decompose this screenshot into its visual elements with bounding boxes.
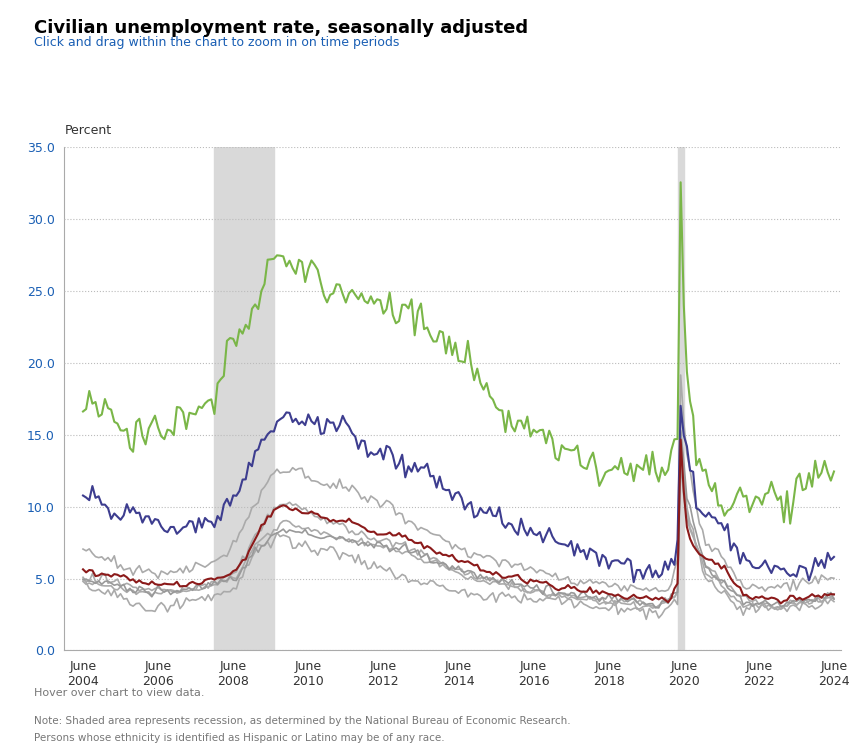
Text: Persons whose ethnicity is identified as Hispanic or Latino may be of any race.: Persons whose ethnicity is identified as… — [34, 733, 445, 743]
Text: Hover over chart to view data.: Hover over chart to view data. — [34, 688, 205, 698]
Bar — [214, 147, 274, 650]
Text: Click and drag within the chart to zoom in on time periods: Click and drag within the chart to zoom … — [34, 36, 400, 49]
Text: Civilian unemployment rate, seasonally adjusted: Civilian unemployment rate, seasonally a… — [34, 19, 529, 37]
Bar — [678, 147, 684, 650]
Text: Note: Shaded area represents recession, as determined by the National Bureau of : Note: Shaded area represents recession, … — [34, 716, 571, 726]
Text: Percent: Percent — [64, 123, 112, 137]
